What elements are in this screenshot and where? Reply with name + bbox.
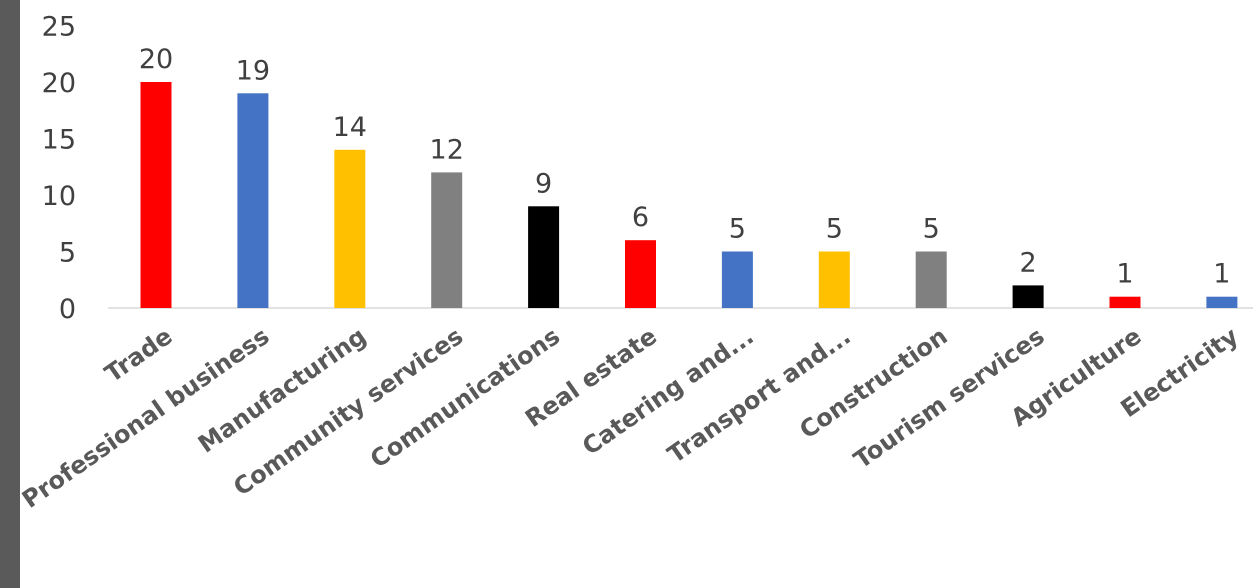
bar [237,93,269,308]
data-label: 12 [430,134,464,165]
data-label: 14 [333,112,367,143]
data-label: 6 [632,202,649,233]
bar [1012,285,1044,308]
bar [818,251,850,308]
data-label: 19 [236,55,270,86]
data-label: 5 [923,214,940,245]
y-tick-label: 20 [42,68,76,99]
y-tick-label: 5 [59,238,76,269]
data-label: 5 [826,214,843,245]
bar [1109,296,1141,308]
data-label: 20 [139,44,173,75]
category-label: Manufacturing [193,322,371,459]
y-tick-label: 25 [42,12,76,43]
category-label: Transport and... [663,322,856,469]
data-label: 2 [1020,247,1037,278]
data-label: 5 [729,214,746,245]
data-label: 1 [1116,259,1133,290]
bar [431,172,463,308]
data-labels: 20 19 14 12 9 6 5 5 5 2 1 1 [139,44,1231,290]
bar [721,251,753,308]
bar [140,82,172,308]
category-label: Catering and... [577,322,759,461]
y-tick-label: 15 [42,125,76,156]
bars [140,82,1238,308]
category-label: Trade [100,322,178,388]
bar [625,240,656,308]
data-label: 1 [1213,259,1230,290]
y-tick-label: 0 [59,294,76,325]
y-axis-ticks: 0 5 10 15 20 25 [42,12,76,326]
y-tick-label: 10 [42,181,76,212]
bar [334,149,366,308]
bar [1206,296,1238,308]
data-label: 9 [535,168,552,199]
bar [915,251,947,308]
bar [528,206,560,308]
left-edge-strip [0,0,20,588]
